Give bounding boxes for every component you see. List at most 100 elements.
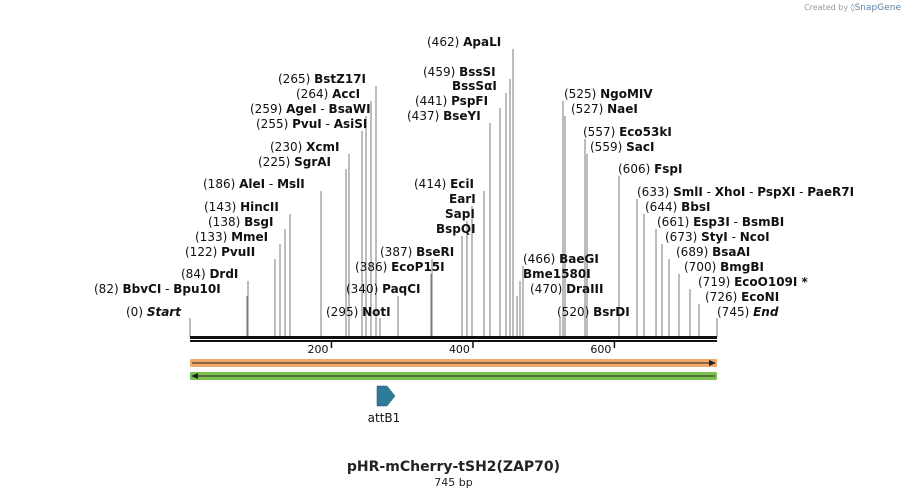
site-separator: -	[161, 282, 173, 296]
axis-tick-label-400: 400	[449, 343, 470, 356]
site-separator: -	[322, 117, 334, 131]
enzyme-name: Esp3I	[693, 215, 730, 229]
enzyme-name: HincII	[240, 200, 279, 214]
site-position: (138)	[208, 215, 244, 229]
site-position: (527)	[571, 102, 607, 116]
enzyme-name: AccI	[332, 87, 360, 101]
reverse-arrow-icon	[191, 373, 198, 379]
site-label-bsgi: (138) BsgI	[208, 215, 273, 229]
site-position: (673)	[665, 230, 701, 244]
enzyme-name: PspFI	[451, 94, 488, 108]
enzyme-name: PvuII	[221, 245, 255, 259]
site-label-bsssai: BssSαI	[452, 79, 497, 93]
enzyme-name: NgoMIV	[600, 87, 653, 101]
site-label-bsrdi: (520) BsrDI	[557, 305, 630, 319]
site-label-ecii: (414) EciI	[414, 177, 474, 191]
site-label-naei: (527) NaeI	[571, 102, 638, 116]
site-position: (661)	[657, 215, 693, 229]
site-position: (470)	[530, 282, 566, 296]
site-label-eco0109i: (719) EcoO109I *	[698, 275, 809, 289]
enzyme-name: Bme1580I	[523, 267, 591, 281]
enzyme-name: BstZ17I	[314, 72, 366, 86]
site-position: (557)	[583, 125, 619, 139]
site-position: (186)	[203, 177, 239, 191]
enzyme-name: EcoNI	[741, 290, 779, 304]
enzyme-name: BseYI	[443, 109, 481, 123]
site-label-bstz17i: (265) BstZ17I	[278, 72, 366, 86]
site-separator: -	[730, 215, 742, 229]
enzyme-name: Bpu10I	[173, 282, 220, 296]
enzyme-name: FspI	[654, 162, 682, 176]
site-position: (441)	[415, 94, 451, 108]
site-label-sgrai: (225) SgrAI	[258, 155, 331, 169]
site-separator: -	[728, 230, 740, 244]
site-separator: -	[745, 185, 757, 199]
site-separator: -	[795, 185, 807, 199]
enzyme-name: BsmBI	[742, 215, 784, 229]
site-position: (340)	[346, 282, 382, 296]
site-label-paqci: (340) PaqCI	[346, 282, 421, 296]
site-position: (387)	[380, 245, 416, 259]
enzyme-name: ApaLI	[463, 35, 501, 49]
enzyme-name: XcmI	[306, 140, 339, 154]
enzyme-name: BaeGI	[559, 252, 599, 266]
site-label-bmgbi: (700) BmgBI	[684, 260, 764, 274]
enzyme-name: EciI	[450, 177, 474, 191]
credit-brand: SnapGene	[854, 3, 901, 13]
site-label-econi: (726) EcoNI	[705, 290, 779, 304]
site-position: (386)	[355, 260, 391, 274]
site-label-esp3i: (661) Esp3I - BsmBI	[657, 215, 784, 229]
enzyme-name: EarI	[449, 192, 476, 206]
site-position: (255)	[256, 117, 292, 131]
site-position: (689)	[676, 245, 712, 259]
site-label-draiii: (470) DraIII	[530, 282, 603, 296]
site-position: (726)	[705, 290, 741, 304]
enzyme-name: BbvCI	[122, 282, 161, 296]
snapgene-credit: Created by ◊SnapGene	[804, 3, 901, 13]
enzyme-name: BmgBI	[720, 260, 764, 274]
site-position: (225)	[258, 155, 294, 169]
site-label-bbvci: (82) BbvCI - Bpu10I	[94, 282, 221, 296]
site-position: (259)	[250, 102, 286, 116]
forward-arrow-icon	[709, 360, 716, 366]
enzyme-name: SgrAI	[294, 155, 331, 169]
enzyme-name: NcoI	[740, 230, 770, 244]
site-label-mmei: (133) MmeI	[195, 230, 268, 244]
site-label-xcmi: (230) XcmI	[270, 140, 339, 154]
enzyme-name: BseRI	[416, 245, 454, 259]
site-label-saci: (559) SacI	[590, 140, 654, 154]
enzyme-name: AleI	[239, 177, 265, 191]
enzyme-name: MslI	[277, 177, 305, 191]
site-label-bspqi: BspQI	[436, 222, 476, 236]
site-position: (644)	[645, 200, 681, 214]
site-position: (264)	[296, 87, 332, 101]
site-position: (719)	[698, 275, 734, 289]
axis-tick-label-200: 200	[307, 343, 328, 356]
site-position: (295)	[326, 305, 362, 319]
site-label-baegi: (466) BaeGI	[523, 252, 599, 266]
enzyme-name: BsrDI	[593, 305, 630, 319]
site-separator: -	[317, 102, 329, 116]
enzyme-name: SapI	[445, 207, 475, 221]
site-position: (459)	[423, 65, 459, 79]
enzyme-name: DraIII	[566, 282, 603, 296]
backbone-bottom-strand	[190, 340, 717, 342]
enzyme-name: EcoP15I	[391, 260, 445, 274]
feature-label-attb1: attB1	[368, 411, 401, 425]
enzyme-name: BsaAI	[712, 245, 750, 259]
enzyme-name: BspQI	[436, 222, 476, 236]
enzyme-name: Start	[147, 305, 182, 319]
site-position: (700)	[684, 260, 720, 274]
site-position: (606)	[618, 162, 654, 176]
plasmid-title: pHR-mCherry-tSH2(ZAP70)	[346, 459, 561, 475]
enzyme-name: PaeR7I	[807, 185, 854, 199]
site-label-ecop15i: (386) EcoP15I	[355, 260, 445, 274]
site-label-start: (0) Start	[126, 305, 182, 319]
enzyme-name: Eco53kI	[619, 125, 672, 139]
site-position: (133)	[195, 230, 231, 244]
enzyme-name: AgeI	[286, 102, 316, 116]
site-position: (466)	[523, 252, 559, 266]
enzyme-name: End	[753, 305, 779, 319]
leader-lines	[189, 49, 718, 337]
site-label-bseyi: (437) BseYI	[407, 109, 481, 123]
